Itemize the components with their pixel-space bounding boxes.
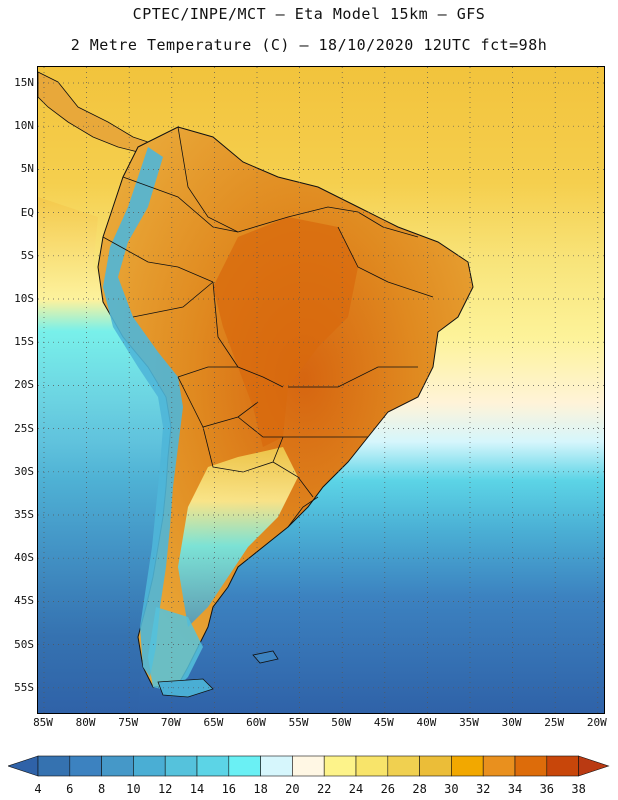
lon-label: 45W <box>373 716 394 729</box>
lat-label: EQ <box>20 205 34 219</box>
colorbar-swatch <box>514 755 548 777</box>
colorbar-swatch <box>482 755 516 777</box>
colorbar-tick-label: 36 <box>539 782 555 796</box>
colorbar-low-arrow <box>8 755 39 777</box>
colorbar-tick-label: 26 <box>380 782 396 796</box>
colorbar-swatch <box>546 755 579 777</box>
lon-label: 55W <box>288 716 309 729</box>
colorbar-tick-label: 14 <box>189 782 205 796</box>
andes-cold-strip <box>103 147 183 677</box>
lat-label: 35S <box>14 508 34 521</box>
colorbar-swatch <box>419 755 452 777</box>
lon-label: 85W <box>33 716 53 729</box>
lon-label: 65W <box>203 716 224 729</box>
lat-label: 10N <box>14 119 34 133</box>
lon-label: 20W <box>586 716 607 729</box>
pacific-ocean-field <box>38 197 178 713</box>
colorbar-high-arrow <box>578 755 610 777</box>
lat-label: 15N <box>14 76 34 89</box>
lat-label: 20S <box>14 378 34 392</box>
lat-label: 5N <box>20 162 34 176</box>
lon-label: 60W <box>246 716 266 729</box>
colorbar-tick-label: 10 <box>126 782 141 796</box>
colorbar-swatch <box>164 755 198 777</box>
colorbar-tick-label: 38 <box>571 782 586 796</box>
colorbar-swatch <box>196 755 230 777</box>
country-borders <box>102 126 434 528</box>
colorbar-swatch <box>323 755 357 777</box>
falkland-islands <box>252 650 279 664</box>
colorbar-tick-label: 22 <box>316 782 332 796</box>
colorbar-swatch <box>451 755 484 777</box>
colorbar-tick-label: 4 <box>34 782 42 796</box>
lat-label: 25S <box>14 421 34 435</box>
lon-label: 40W <box>416 716 437 729</box>
lat-label: 15S <box>14 335 34 349</box>
colorbar-swatch <box>228 755 261 777</box>
map-title: CPTEC/INPE/MCT – Eta Model 15km – GFS <box>132 5 486 23</box>
colorbar-tick-label: 24 <box>348 782 364 796</box>
colorbar-tick-label: 34 <box>507 782 523 796</box>
lon-label: 50W <box>331 716 352 729</box>
lon-label: 70W <box>160 716 181 729</box>
lon-label: 30W <box>501 716 522 729</box>
lat-label: 30S <box>14 464 34 478</box>
colorbar-swatch <box>355 755 389 777</box>
patagonia <box>148 607 203 692</box>
lon-label: 25W <box>544 716 565 729</box>
lat-label: 40S <box>14 551 34 565</box>
lon-label: 35W <box>459 716 479 729</box>
lat-label: 50S <box>14 637 34 651</box>
colorbar-tick-label: 18 <box>253 782 268 796</box>
map-subtitle: 2 Metre Temperature (C) – 18/10/2020 12U… <box>70 36 548 54</box>
colorbar-tick-label: 28 <box>412 782 427 796</box>
southern-cone <box>178 447 298 627</box>
colorbar-swatch <box>37 755 71 777</box>
lon-label: 80W <box>75 716 96 729</box>
lon-label: 75W <box>118 716 139 729</box>
colorbar-swatch <box>69 755 102 777</box>
colorbar-tick-label: 8 <box>97 782 106 796</box>
colorbar-swatch <box>101 755 134 777</box>
colorbar-tick-label: 20 <box>285 782 300 796</box>
colorbar-tick-label: 30 <box>444 782 459 796</box>
colorbar-tick-label: 32 <box>475 782 491 796</box>
colorbar-swatch <box>133 755 166 777</box>
lat-label: 45S <box>14 594 34 608</box>
temperature-map <box>37 66 605 714</box>
colorbar <box>8 755 610 777</box>
lat-label: 10S <box>14 292 34 305</box>
colorbar-tick-label: 12 <box>157 782 173 796</box>
colorbar-tick-label: 6 <box>66 782 74 796</box>
colorbar-swatch <box>292 755 325 777</box>
colorbar-tick-label: 16 <box>221 782 237 796</box>
lat-label: 55S <box>14 680 34 694</box>
colorbar-swatch <box>387 755 420 777</box>
lat-label: 5S <box>20 248 34 262</box>
hot-core-region <box>213 217 358 447</box>
map-canvas <box>38 67 604 713</box>
colorbar-swatch <box>260 755 293 777</box>
